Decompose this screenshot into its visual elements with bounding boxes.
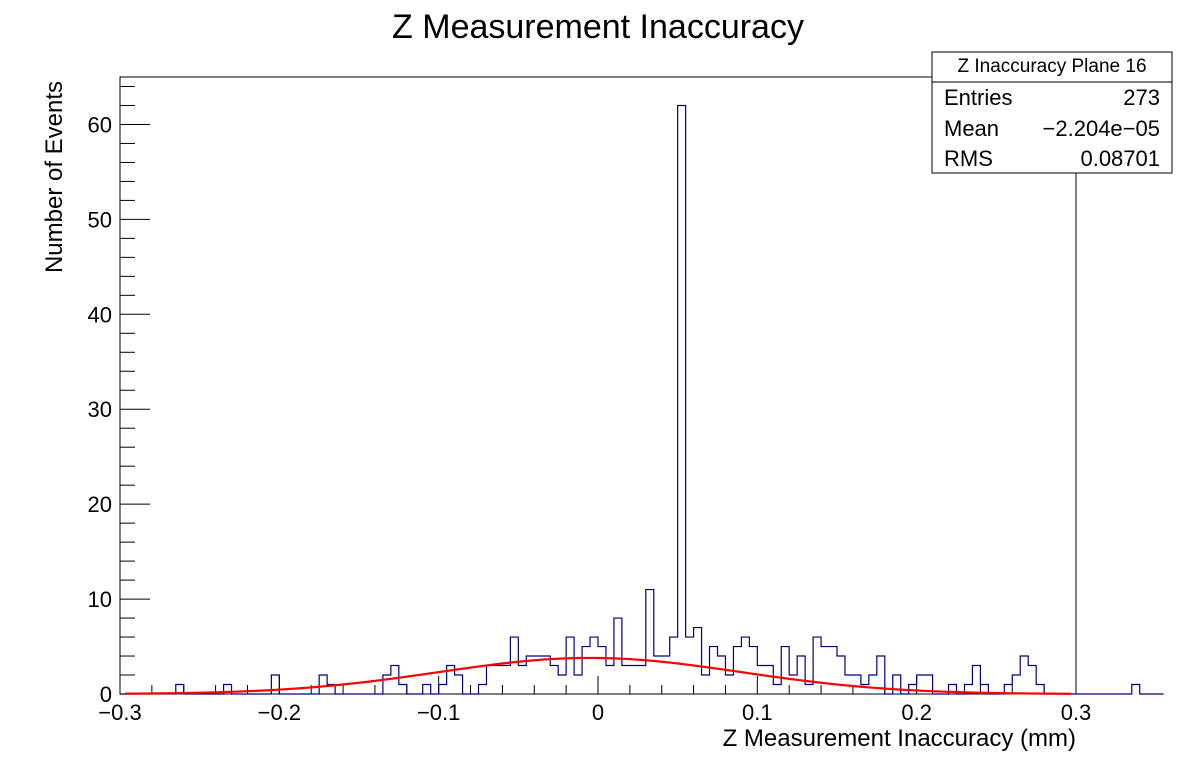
x-axis: −0.3 −0.2 −0.1 0 0.1 0.2 0.3 bbox=[98, 676, 1091, 725]
y-tick-label: 20 bbox=[88, 492, 112, 517]
y-tick-label: 30 bbox=[88, 397, 112, 422]
x-axis-label: Z Measurement Inaccuracy (mm) bbox=[723, 725, 1076, 752]
y-tick-label: 0 bbox=[100, 682, 112, 707]
x-tick-label: 0.2 bbox=[901, 700, 932, 725]
y-axis: 0 10 20 30 40 50 60 bbox=[88, 85, 150, 707]
y-tick-label: 50 bbox=[88, 207, 112, 232]
stats-rms-label: RMS bbox=[944, 146, 993, 171]
y-axis-label: Number of Events bbox=[41, 81, 68, 273]
histogram-bars bbox=[120, 104, 1164, 695]
x-tick-label: 0.3 bbox=[1061, 700, 1092, 725]
x-tick-label: 0 bbox=[592, 700, 604, 725]
stats-mean-label: Mean bbox=[944, 116, 999, 141]
x-tick-label: −0.2 bbox=[258, 700, 301, 725]
stats-entries-label: Entries bbox=[944, 85, 1012, 110]
stats-box-title: Z Inaccuracy Plane 16 bbox=[957, 56, 1146, 77]
y-tick-label: 40 bbox=[88, 302, 112, 327]
stats-rms-value: 0.08701 bbox=[1080, 146, 1160, 171]
x-tick-label: −0.1 bbox=[417, 700, 460, 725]
x-tick-label: 0.1 bbox=[742, 700, 773, 725]
stats-box-frame bbox=[931, 51, 1173, 174]
stats-box: Z Inaccuracy Plane 16 Entries 273 Mean −… bbox=[931, 51, 1173, 174]
y-tick-label: 60 bbox=[88, 112, 112, 137]
chart-title: Z Measurement Inaccuracy bbox=[392, 8, 804, 46]
gaussian-fit-curve bbox=[124, 656, 1072, 695]
stats-entries-value: 273 bbox=[1123, 85, 1160, 110]
y-tick-label: 10 bbox=[88, 587, 112, 612]
stats-mean-value: −2.204e−05 bbox=[1043, 116, 1160, 141]
x-tick-label: −0.3 bbox=[98, 700, 141, 725]
